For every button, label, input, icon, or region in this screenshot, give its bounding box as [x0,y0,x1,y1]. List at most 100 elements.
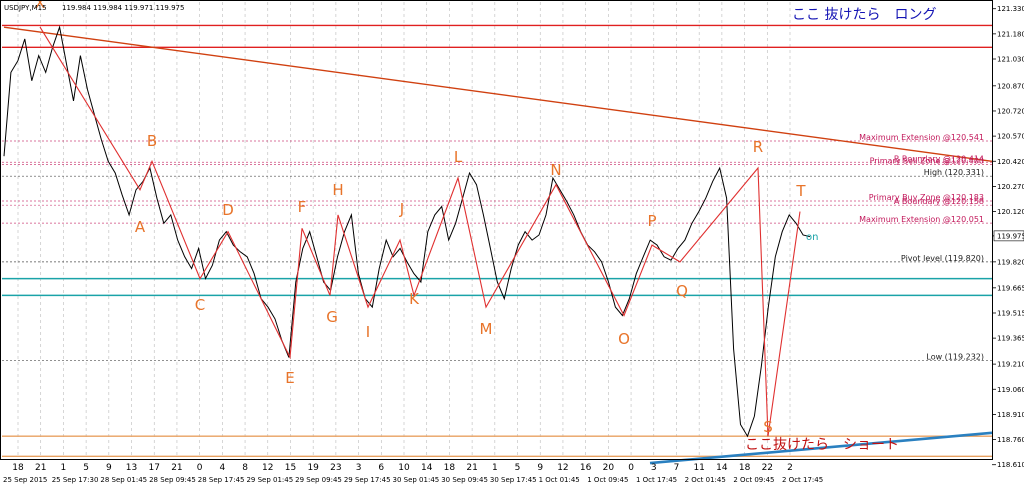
level-lines [2,140,992,361]
time-label: 2 Oct 01:45 [685,476,726,484]
wave-pattern [39,26,801,437]
wave-label: B [147,132,157,150]
hour-label: 4 [219,463,225,473]
hour-label: 9 [537,463,543,473]
price-label: 119.365 [997,335,1024,343]
wave-label: J [399,200,404,218]
downtrend-line [3,26,993,162]
price-label: 121.030 [997,56,1024,64]
price-axis: 121.330 121.180 121.030 120.870 120.720 120.5… [992,5,1024,469]
uptrend-line [649,431,993,465]
hour-label: 3 [356,463,362,473]
hour-label: 18 [444,463,456,473]
wave-label: S [763,418,773,436]
level-label: Maximum Extension @120.541 [859,133,984,142]
price-label: 120.120 [997,208,1024,216]
level-label: Primary Sell Zone @120.400 [870,157,984,166]
breakout-short-note: ここ抜けたら ショート [745,437,899,453]
trend-lines [3,26,993,465]
hour-label: 9 [106,463,112,473]
hour-label: 21 [466,463,477,473]
hour-label: 19 [307,463,319,473]
wave-label: C [195,296,205,314]
hour-label: 12 [557,463,568,473]
grid [17,2,791,458]
wave-label: I [366,323,370,341]
small-label-on: on [806,232,818,243]
time-label: 25 Sep 17:30 [52,476,99,484]
price-label: 121.180 [997,30,1024,38]
hour-label: 7 [674,463,680,473]
hour-label: 21 [35,463,46,473]
hour-label: 17 [149,463,160,473]
hour-label: 1 [61,463,67,473]
price-label: 119.060 [997,386,1024,394]
hour-label: 23 [330,463,341,473]
hour-label: 6 [378,463,384,473]
level-label: B Boundary @120.414 [894,154,984,163]
plot-border [0,0,993,460]
price-label: 118.610 [997,461,1024,469]
time-label: 29 Sep 01:45 [246,476,293,484]
time-label: 30 Sep 09:45 [441,476,488,484]
level-labels: Maximum Extension @120.541 B Boundary @12… [859,133,984,361]
price-label: 120.870 [997,82,1024,90]
level-label: A Boundary @120.158 [894,197,984,206]
hour-label: 5 [515,463,521,473]
wave-label: N [550,161,561,179]
price-label: 120.420 [997,158,1024,166]
wave-label: K [409,290,420,308]
time-label: 1 Oct 17:45 [636,476,677,484]
breakout-long-note: ここ 抜けたら ロング [792,7,936,23]
price-label: 119.210 [997,361,1024,369]
hour-label: 18 [12,463,24,473]
hour-label: 0 [628,463,634,473]
time-label: 2 Oct 09:45 [733,476,774,484]
price-label: 121.330 [997,5,1024,13]
hour-label: 0 [197,463,203,473]
wave-labels: X A B C D E F G H I J K L M N O P Q R S T [35,0,807,436]
hour-label: 10 [398,463,410,473]
wave-label: L [454,148,463,166]
hour-label: 21 [171,463,182,473]
time-label: 28 Sep 09:45 [149,476,196,484]
wave-label: F [298,198,307,216]
hour-label: 22 [762,463,773,473]
wave-label: O [618,330,630,348]
wave-line [39,26,801,437]
time-label: 28 Sep 17:45 [198,476,245,484]
price-label: 118.760 [997,436,1024,444]
hour-label: 11 [693,463,704,473]
hour-label: 20 [603,463,615,473]
wave-label: G [326,308,338,326]
time-label: 25 Sep 2015 [3,476,47,484]
price-label: 120.720 [997,107,1024,115]
wave-label: R [753,138,763,156]
current-price-label: 119.975 [997,232,1024,240]
wave-label: M [480,320,493,338]
horizontal-lines [2,24,992,458]
level-label: High (120.331) [924,168,984,177]
wave-label: A [135,218,146,236]
price-label: 120.570 [997,133,1024,141]
time-label: 1 Oct 01:45 [539,476,580,484]
hour-label: 5 [83,463,89,473]
hour-label: 15 [285,463,296,473]
time-label: 30 Sep 01:45 [393,476,440,484]
current-price-box [993,230,1024,242]
wave-label: Q [676,282,688,300]
wave-label: E [285,369,294,387]
price-label: 118.910 [997,411,1024,419]
hour-label: 13 [126,463,137,473]
time-axis: 18 21 1 5 9 13 17 21 0 4 8 12 15 19 23 3 6 10 14 18 21 1 5 9 12 1… [3,463,823,484]
hour-label: 1 [492,463,498,473]
wave-label: P [647,212,656,230]
time-label: 29 Sep 17:45 [344,476,391,484]
level-label: Pivot level (119.820) [901,254,984,263]
hour-label: 2 [787,463,793,473]
level-label: Low (119.232) [926,352,984,361]
time-label: 30 Sep 17:45 [490,476,537,484]
quote-label: 119.984 119.984 119.971 119.975 [62,4,184,12]
